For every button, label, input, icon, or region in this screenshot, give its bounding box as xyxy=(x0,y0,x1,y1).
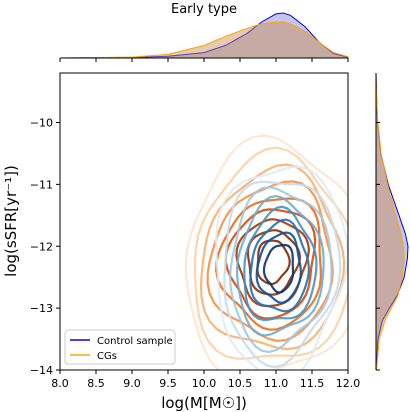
contour-control-sample xyxy=(249,218,311,313)
legend-label-control-sample: Control sample xyxy=(97,336,173,347)
top-kde-control-sample xyxy=(59,12,349,59)
y-tick-label: −14 xyxy=(30,364,53,377)
joint-axes: 8.0 8.5 9.0 9.5 10.0 10.5 11.0 11.5 12.0 −10−11−… xyxy=(30,72,360,390)
right-marginal-ticks xyxy=(376,122,380,371)
x-tick-label: 9.0 xyxy=(123,377,141,390)
y-axis-label: log(sSFR[yr⁻¹]) xyxy=(2,165,20,277)
top-marginal-axes xyxy=(59,12,349,62)
x-tick-label: 8.5 xyxy=(87,377,105,390)
x-tick-label: 8.0 xyxy=(51,377,69,390)
x-tick-label: 12.0 xyxy=(336,377,361,390)
x-tick-label: 11.5 xyxy=(300,377,325,390)
contour-cgs xyxy=(193,146,348,360)
x-axis-ticks: 8.0 8.5 9.0 9.5 10.0 10.5 11.0 11.5 12.0 xyxy=(51,370,360,390)
right-kde-cgs xyxy=(375,72,405,371)
x-tick-label: 9.5 xyxy=(159,377,177,390)
legend-label-cgs: CGs xyxy=(97,351,117,362)
contour-control-sample xyxy=(223,180,342,369)
contour-plot xyxy=(184,134,348,370)
right-marginal-plot xyxy=(375,72,409,371)
top-marginal-ticks xyxy=(59,58,349,62)
x-tick-label: 10.5 xyxy=(228,377,253,390)
legend-box xyxy=(64,329,176,365)
contour-control-sample xyxy=(262,243,295,294)
x-axis-label: log(M[M☉]) xyxy=(161,394,247,412)
legend: Control sample CGs xyxy=(64,329,176,365)
contour-control-sample xyxy=(255,231,303,304)
x-tick-label: 11.0 xyxy=(264,377,289,390)
contour-control-sample xyxy=(228,186,333,354)
x-tick-label: 10.0 xyxy=(192,377,217,390)
contour-control-sample xyxy=(243,205,318,322)
top-marginal-plot xyxy=(59,12,349,59)
y-axis-ticks: −10 −11 −12 −13 −14 xyxy=(30,117,60,377)
contour-control-sample xyxy=(235,194,325,337)
contour-cgs xyxy=(206,180,334,343)
y-tick-label: −11 xyxy=(30,178,53,191)
y-tick-label: −12 xyxy=(30,240,53,253)
contour-cgs xyxy=(199,163,346,351)
y-tick-label: −13 xyxy=(30,302,53,315)
contour-control-sample xyxy=(215,165,348,370)
chart-title: Early type xyxy=(171,2,237,17)
top-kde-cgs xyxy=(59,21,349,59)
right-marginal-axes xyxy=(375,72,409,371)
y-tick-label: −10 xyxy=(30,117,53,130)
